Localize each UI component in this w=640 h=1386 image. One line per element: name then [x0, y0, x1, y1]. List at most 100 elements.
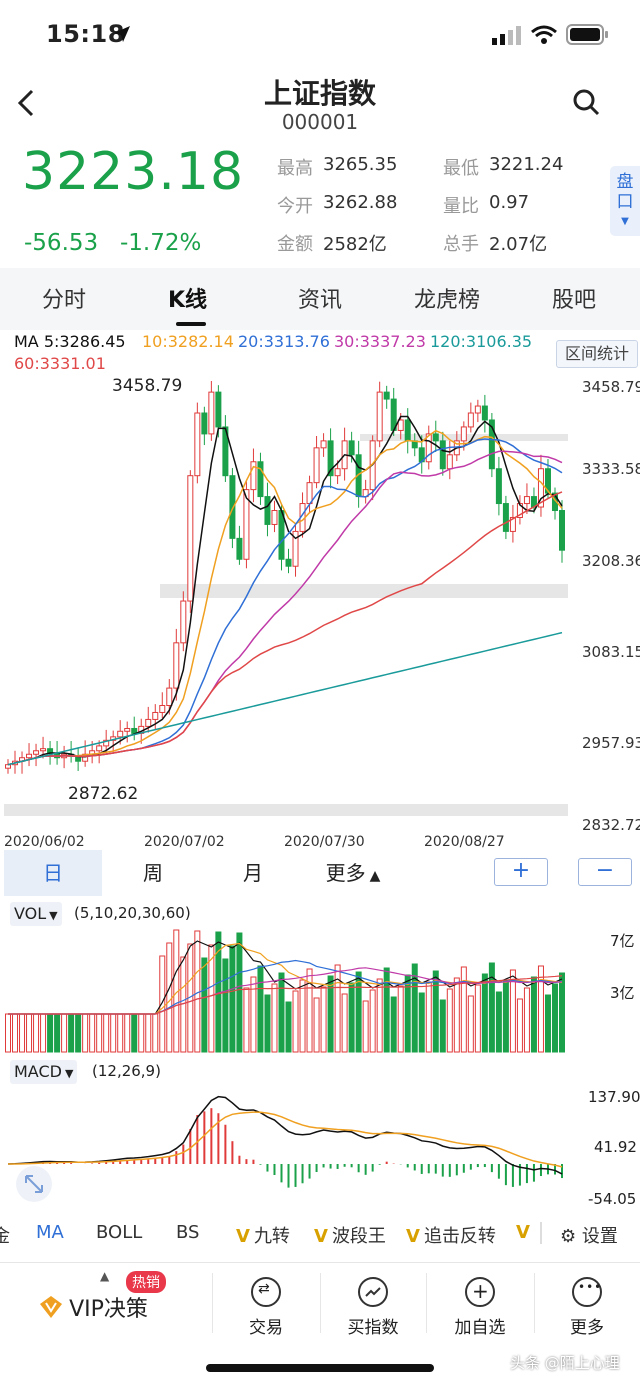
- volume-bar: [488, 962, 495, 1053]
- more-button[interactable]: ••• 更多: [537, 1277, 637, 1338]
- indicator-boduanwang[interactable]: V 波段王: [314, 1222, 386, 1248]
- indicator-boll[interactable]: BOLL: [96, 1222, 143, 1243]
- indicator-zhuiji[interactable]: V 追击反转: [406, 1222, 496, 1248]
- wifi-icon: [531, 25, 557, 44]
- pankou-button[interactable]: 盘口 ▼: [610, 166, 640, 236]
- volume-bar: [397, 985, 404, 1053]
- vip-v-icon: V: [516, 1222, 530, 1243]
- zoom-out-button[interactable]: −: [578, 858, 632, 886]
- period-day[interactable]: 日: [4, 850, 102, 896]
- caret-down-icon: ▼: [64, 1067, 74, 1080]
- volume-bar: [376, 978, 383, 1053]
- indicator-bs[interactable]: BS: [176, 1222, 200, 1243]
- settings-button[interactable]: ⚙ 设置: [560, 1222, 618, 1248]
- period-month[interactable]: 月: [243, 861, 263, 885]
- x-tick: 2020/07/02: [144, 834, 225, 850]
- volume-bar: [559, 972, 565, 1053]
- volume-bar: [369, 989, 376, 1053]
- candle-body: [96, 745, 103, 752]
- indicator-bar: 金 MA BOLL BS V 九转 V 波段王 V 追击反转 V ⚙ 设置: [0, 1216, 640, 1250]
- tab-forum[interactable]: 股吧: [552, 288, 597, 313]
- more-dots-icon: •••: [572, 1277, 602, 1307]
- tab-kline[interactable]: K线: [168, 288, 208, 313]
- y-tick: 2957.93: [582, 734, 640, 752]
- trade-button[interactable]: ⇄ 交易: [216, 1277, 316, 1338]
- buy-index-button[interactable]: 买指数: [323, 1277, 423, 1338]
- volume-bar: [33, 1013, 40, 1053]
- volume-bar: [404, 974, 411, 1053]
- status-bar: 15:18: [0, 0, 640, 70]
- indicator-item[interactable]: 金: [0, 1226, 10, 1247]
- tab-dragon-tiger[interactable]: 龙虎榜: [414, 288, 481, 313]
- volume-bar: [236, 932, 243, 1053]
- vip-diamond-icon: [40, 1296, 62, 1318]
- vol-y-tick: 7亿: [610, 932, 635, 950]
- indicator-label: 追击反转: [423, 1226, 496, 1247]
- ratio-value: 0.97: [489, 192, 530, 213]
- y-tick: 2832.72: [582, 816, 640, 834]
- volume-bar: [341, 993, 348, 1053]
- candle-body: [26, 753, 33, 759]
- candle-body: [180, 600, 187, 644]
- candle-body: [201, 412, 208, 435]
- candle-body: [313, 447, 320, 484]
- candle-body: [264, 496, 271, 525]
- ma60-line: [7, 491, 563, 766]
- vol-selector[interactable]: VOL ▼: [10, 902, 62, 926]
- kline-chart[interactable]: [0, 330, 640, 850]
- vip-button[interactable]: VIP决策: [38, 1291, 148, 1323]
- vol-ma60-line: [8, 975, 563, 1015]
- tab-timeshare[interactable]: 分时: [42, 288, 87, 313]
- period-more[interactable]: 更多 ▲: [304, 850, 402, 896]
- volume-bar: [439, 999, 446, 1053]
- period-week[interactable]: 周: [143, 861, 163, 885]
- indicator-ma[interactable]: MA: [36, 1222, 64, 1243]
- candle-body: [404, 419, 411, 442]
- open-label: 今开: [277, 196, 313, 217]
- ma30-line: [7, 450, 563, 766]
- volume-bar: [5, 1013, 11, 1053]
- y-tick: 3208.36: [582, 552, 640, 570]
- macd-y-tick: -54.05: [588, 1190, 637, 1208]
- trend-icon: [358, 1277, 388, 1307]
- candle-body: [117, 730, 124, 738]
- ma120-label: 120:3106.35: [430, 332, 533, 351]
- volume-bar: [54, 1013, 61, 1053]
- tab-news[interactable]: 资讯: [298, 288, 343, 313]
- candle-body: [292, 530, 299, 567]
- macd-selector[interactable]: MACD ▼: [10, 1060, 78, 1084]
- ma20-label: 20:3313.76: [238, 332, 330, 351]
- zoom-in-button[interactable]: +: [494, 858, 548, 886]
- volume-bar: [103, 1013, 110, 1053]
- candle-body: [194, 412, 201, 477]
- candle-body: [502, 503, 509, 532]
- search-icon[interactable]: [572, 88, 600, 116]
- volume-bar: [460, 966, 467, 1053]
- candle-body: [215, 391, 222, 428]
- volume-bar: [229, 945, 236, 1053]
- volume-bar: [96, 1013, 103, 1053]
- macd-chart[interactable]: [0, 1056, 640, 1216]
- add-favorite-button[interactable]: + 加自选: [430, 1277, 530, 1338]
- indicator-more[interactable]: V: [516, 1222, 534, 1243]
- volume-bar: [453, 977, 460, 1053]
- candle-body: [509, 516, 516, 532]
- indicator-label: 九转: [253, 1226, 290, 1247]
- volume-bar: [40, 1013, 47, 1053]
- indicator-jiuzhuan[interactable]: V 九转: [236, 1222, 290, 1248]
- range-stat-button[interactable]: 区间统计: [556, 340, 638, 368]
- volume-bar: [516, 998, 523, 1053]
- low-label: 最低: [443, 158, 479, 179]
- volume-bar: [89, 1013, 96, 1053]
- current-price: 3223.18: [22, 142, 245, 202]
- volume-bar: [292, 990, 299, 1053]
- volume-chart[interactable]: [0, 896, 640, 1056]
- candle-body: [173, 642, 180, 689]
- back-icon[interactable]: [14, 88, 40, 118]
- support-band: [160, 584, 568, 598]
- volume-bar: [285, 1001, 292, 1053]
- vip-v-icon: V: [236, 1226, 250, 1247]
- volume-bar: [306, 968, 313, 1053]
- candle-body: [306, 482, 313, 505]
- trade-label: 交易: [249, 1318, 283, 1338]
